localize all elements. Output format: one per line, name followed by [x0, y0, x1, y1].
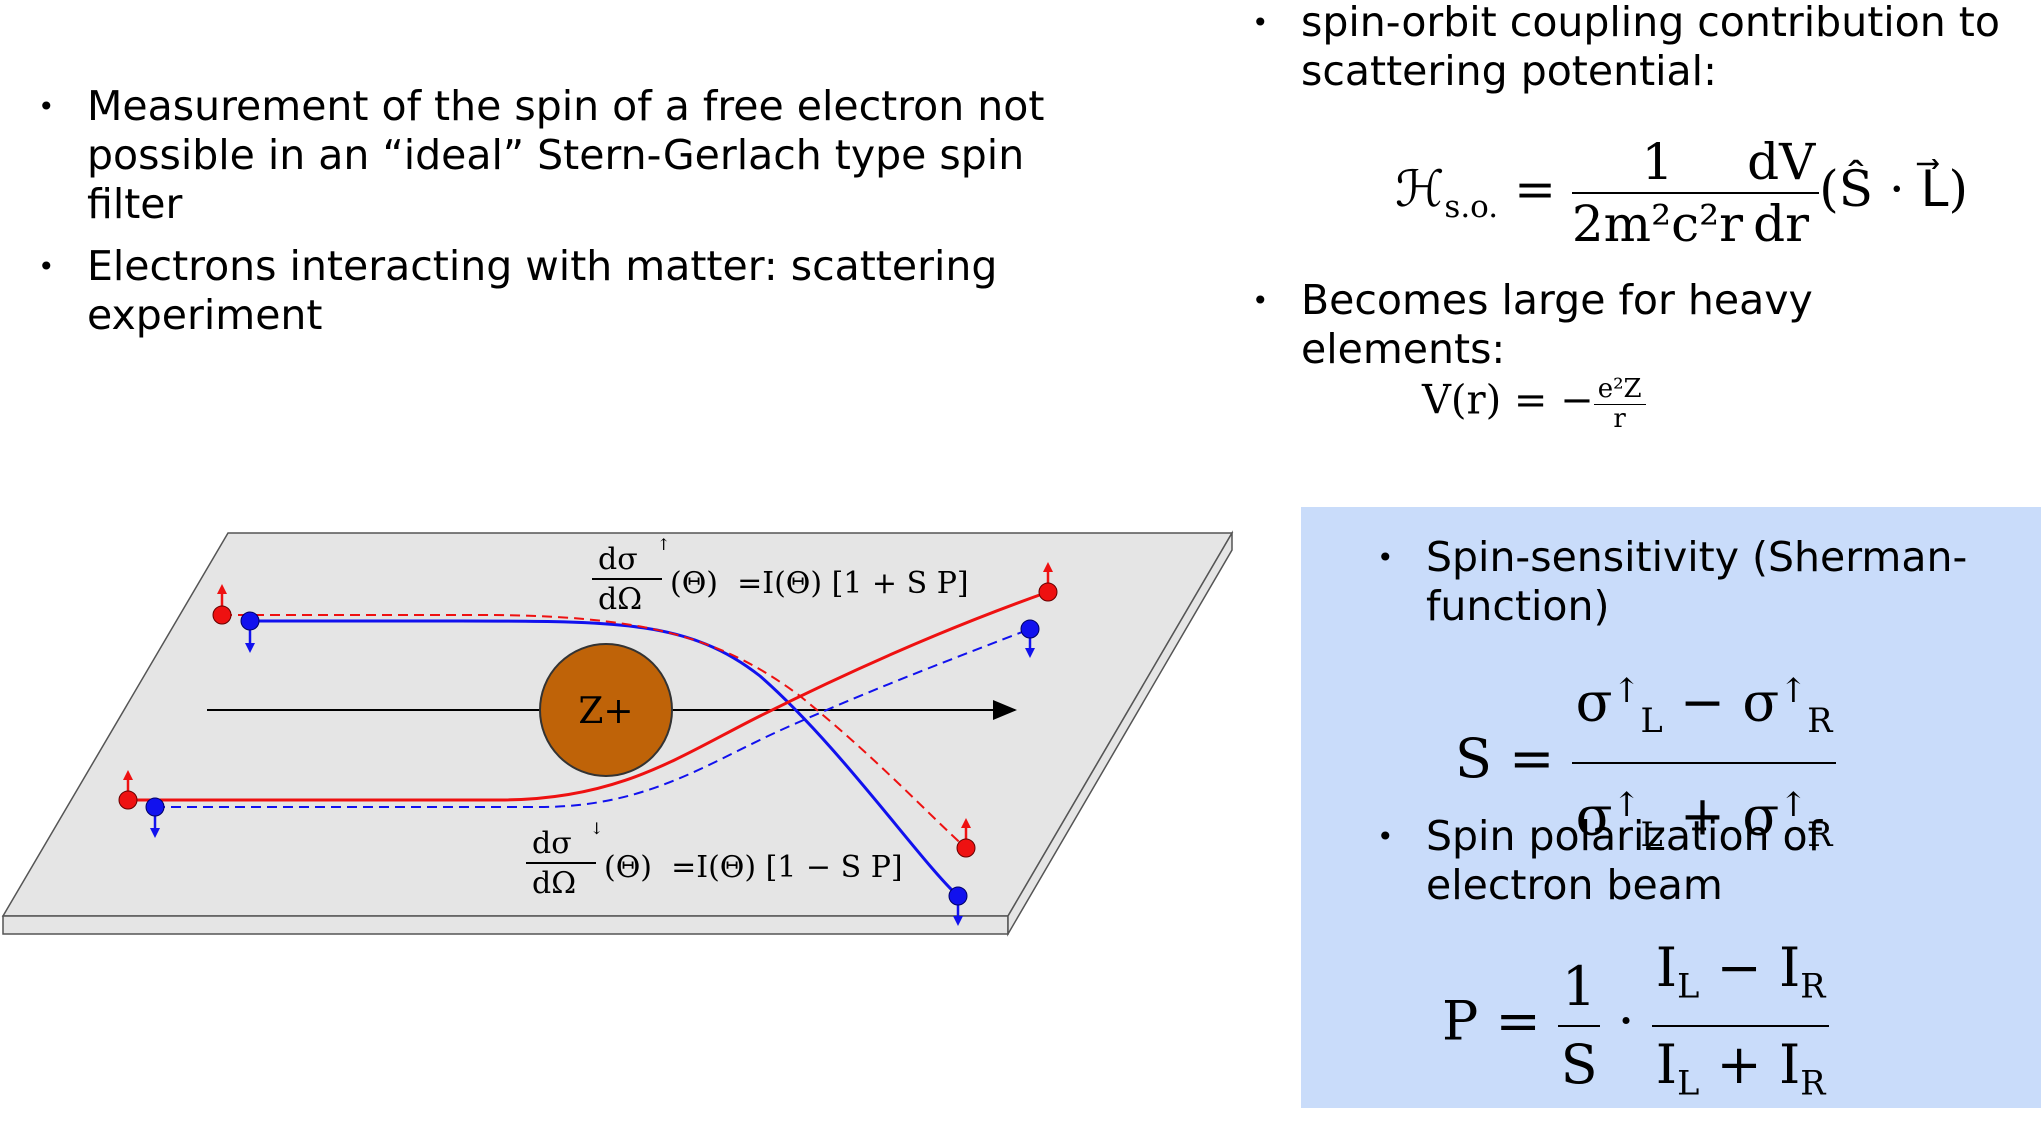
- p-lhs: P =: [1442, 989, 1558, 1053]
- nucleus: [539, 643, 673, 777]
- box-bullet-polarization: Spin polarization of electron beam: [1377, 812, 1997, 910]
- p-sub-l: L: [1677, 966, 1700, 1006]
- electron-spin-up: [118, 790, 138, 810]
- box-bullet-list: Spin polarization of electron beam: [1377, 812, 1997, 910]
- formula-down-arrow: ↓: [590, 819, 603, 838]
- polarization-equation: P = 1 S · IL − IR IL + IR: [1442, 930, 1830, 1121]
- formula-numerator: dσ: [598, 542, 638, 577]
- p-sub-r: R: [1800, 1063, 1826, 1103]
- p-intensity: I: [1778, 936, 1801, 999]
- scattering-diagram: Z+ dσ ↑ dΩ (Θ) =I(Θ) [1 + S P] dσ ↓ dΩ: [1, 530, 1234, 937]
- electron-spin-up: [212, 605, 232, 625]
- p-fraction-2: IL − IR IL + IR: [1651, 930, 1830, 1121]
- plate-edge: [1007, 530, 1233, 937]
- left-bullet: Electrons interacting with matter: scatt…: [38, 242, 1088, 340]
- s-lhs: S =: [1455, 727, 1572, 791]
- spin-up-arrowhead: [217, 584, 227, 594]
- v-denominator: r: [1613, 404, 1626, 434]
- p-intensity: I: [1655, 1032, 1678, 1096]
- right-bullet-heavy-elements: Becomes large for heavy elements:: [1252, 276, 2022, 374]
- plate-side: [2, 915, 1009, 935]
- p-f1-denominator: S: [1560, 1032, 1598, 1096]
- p-intensity: I: [1778, 1032, 1801, 1096]
- v-numerator: e²Z: [1593, 374, 1646, 405]
- electron-spin-down: [948, 886, 968, 906]
- s-numerator: σ↑L − σ↑R: [1571, 650, 1837, 765]
- formula-up-arrow: ↑: [657, 535, 670, 554]
- trajectory-top-spin-down: [250, 619, 960, 898]
- trajectory-top-spin-up-dashed: [222, 614, 967, 849]
- formula-denominator: dΩ: [598, 582, 642, 617]
- nucleus-label: Z+: [578, 691, 633, 732]
- hso-f1-denominator: 2m²c²r: [1571, 195, 1744, 253]
- right-bullet-list: spin-orbit coupling contribution to scat…: [1252, 0, 2022, 96]
- cross-section-spin-down-formula: dσ ↓ dΩ (Θ) =I(Θ) [1 − S P]: [526, 819, 903, 901]
- p-minus: −: [1699, 936, 1779, 999]
- box-bullet-list: Spin-sensitivity (Sherman-function): [1377, 533, 1997, 631]
- formula-denominator: dΩ: [532, 866, 576, 901]
- hso-subscript: s.o.: [1444, 188, 1499, 225]
- electron-spin-down: [1020, 619, 1040, 639]
- p-f2-denominator: IL + IR: [1652, 1027, 1830, 1121]
- v-lhs: V(r) = −: [1422, 377, 1594, 424]
- spin-orbit-hamiltonian-equation: ℋs.o. = 1 2m²c²r dV dr (Ŝ · L⃗): [1395, 132, 1968, 254]
- s-sigma: σ: [1742, 670, 1780, 734]
- electron-spin-down: [145, 797, 165, 817]
- hso-fraction-2: dV dr: [1743, 132, 1820, 254]
- right-bullet-list: Becomes large for heavy elements:: [1252, 276, 2022, 374]
- s-sub-l: L: [1640, 701, 1663, 741]
- electron-spin-up: [1038, 582, 1058, 602]
- electron-spin-up: [956, 838, 976, 858]
- trajectory-bottom-spin-down-dashed: [155, 628, 1031, 808]
- hso-f2-denominator: dr: [1753, 195, 1810, 253]
- hso-equals: =: [1498, 160, 1572, 218]
- hso-lhs: ℋ: [1395, 160, 1445, 218]
- cross-section-spin-up-formula: dσ ↑ dΩ (Θ) =I(Θ) [1 + S P]: [592, 535, 969, 617]
- p-intensity: I: [1655, 936, 1678, 999]
- hso-f2-numerator: dV: [1743, 132, 1820, 194]
- p-f2-numerator: IL − IR: [1651, 930, 1830, 1027]
- p-dot: ·: [1600, 989, 1652, 1053]
- spin-down-arrowhead: [1025, 648, 1035, 658]
- spin-down-arrowhead: [150, 828, 160, 838]
- s-up-arrow: ↑: [1779, 671, 1808, 710]
- p-sub-r: R: [1800, 966, 1826, 1006]
- p-f1-numerator: 1: [1557, 949, 1601, 1027]
- spin-down-arrowhead: [245, 643, 255, 653]
- spin-up-arrowhead: [961, 818, 971, 828]
- box-bullet-sherman: Spin-sensitivity (Sherman-function): [1377, 533, 1997, 631]
- p-fraction-1: 1 S: [1557, 949, 1601, 1103]
- formula-rhs: (Θ) =I(Θ) [1 − S P]: [604, 850, 903, 885]
- hso-f1-numerator: 1: [1571, 132, 1744, 194]
- formula-numerator: dσ: [532, 826, 572, 861]
- left-bullet: Measurement of the spin of a free electr…: [38, 82, 1088, 229]
- hso-fraction-1: 1 2m²c²r: [1571, 132, 1744, 254]
- s-up-arrow: ↑: [1612, 671, 1641, 710]
- trajectory-bottom-spin-up: [128, 590, 1049, 802]
- coulomb-potential-equation: V(r) = − e²Z r: [1422, 374, 1646, 433]
- s-sigma: σ: [1575, 670, 1613, 734]
- left-bullet-list: Measurement of the spin of a free electr…: [38, 82, 1088, 353]
- hso-tail: (Ŝ · L⃗): [1819, 160, 1969, 218]
- spin-up-arrowhead: [123, 770, 133, 780]
- v-fraction: e²Z r: [1593, 374, 1646, 434]
- right-bullet-spin-orbit: spin-orbit coupling contribution to scat…: [1252, 0, 2022, 96]
- spin-down-arrowhead: [953, 916, 963, 926]
- electron-spin-down: [240, 611, 260, 631]
- p-sub-l: L: [1677, 1063, 1700, 1103]
- spin-up-arrowhead: [1043, 562, 1053, 572]
- formula-rhs: (Θ) =I(Θ) [1 + S P]: [670, 566, 969, 601]
- p-plus: +: [1699, 1032, 1779, 1096]
- s-minus: −: [1662, 670, 1743, 734]
- s-sub-r: R: [1807, 701, 1833, 741]
